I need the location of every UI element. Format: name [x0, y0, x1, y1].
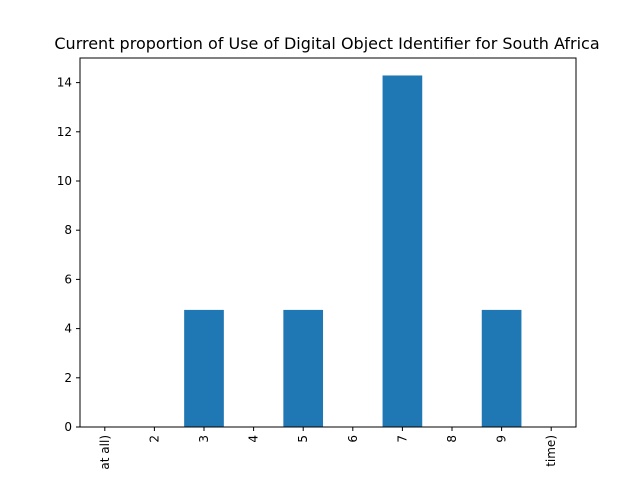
x-tick-label: 7	[395, 435, 409, 443]
y-tick-label: 6	[64, 272, 72, 286]
chart-title: Current proportion of Use of Digital Obj…	[54, 34, 599, 53]
y-tick-label: 4	[64, 322, 72, 336]
bar-7	[382, 75, 423, 427]
x-tick-label: 4	[247, 435, 261, 443]
x-tick-label: 8	[445, 435, 459, 443]
plot-frame	[79, 57, 577, 428]
x-tick-label: at all)	[98, 435, 112, 470]
y-tick-label: 14	[57, 76, 72, 90]
x-tick-label: 6	[346, 435, 360, 443]
bars	[184, 75, 522, 427]
y-tick-label: 0	[64, 420, 72, 434]
x-axis: at all) 2 3 4 5 6 7 8 9 time)	[98, 427, 558, 470]
y-tick-label: 10	[57, 174, 72, 188]
x-tick-label: 9	[495, 435, 509, 443]
bar-5	[283, 309, 324, 427]
y-axis: 0 2 4 6 8 10 12 14	[57, 76, 80, 434]
y-tick-label: 12	[57, 125, 72, 139]
bar-3	[184, 309, 224, 427]
x-tick-label: 3	[197, 435, 211, 443]
x-tick-label: 5	[296, 435, 310, 443]
x-tick-label: 2	[147, 435, 161, 443]
y-tick-label: 2	[64, 371, 72, 385]
x-tick-label: time)	[544, 435, 558, 467]
y-tick-label: 8	[64, 223, 72, 237]
bar-9	[481, 309, 522, 427]
